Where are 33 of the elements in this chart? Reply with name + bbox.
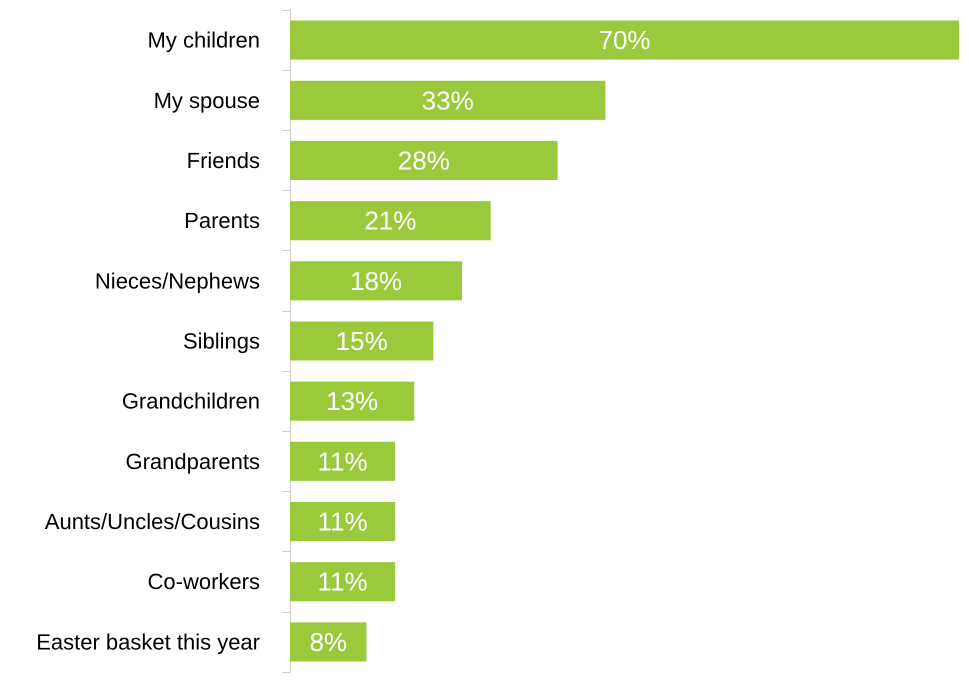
data-label: 28% — [398, 145, 450, 176]
data-label: 18% — [350, 266, 402, 296]
bar — [290, 201, 491, 240]
bar — [290, 261, 462, 300]
data-label: 8% — [309, 626, 348, 657]
y-tick-label: Friends — [186, 148, 260, 173]
data-label: 11% — [318, 506, 368, 537]
y-tick-label: My children — [148, 28, 260, 53]
y-tick-label: Grandchildren — [122, 388, 260, 414]
bar — [290, 442, 396, 481]
data-label: 11% — [318, 566, 368, 597]
bar — [290, 382, 414, 421]
y-tick-label: Siblings — [182, 328, 260, 354]
bar — [290, 140, 558, 180]
y-tick-label: Easter basket this year — [36, 629, 260, 654]
y-tick-label: Parents — [184, 208, 260, 234]
bar — [290, 502, 396, 542]
y-tick-label: My spouse — [154, 88, 260, 113]
data-label: 21% — [364, 206, 416, 236]
y-tick-label: Nieces/Nephews — [94, 268, 260, 294]
bar — [290, 80, 606, 120]
data-label: 15% — [336, 326, 388, 356]
bar — [290, 321, 434, 361]
bar — [290, 20, 959, 60]
y-tick-label: Co-workers — [148, 569, 260, 594]
bar — [290, 562, 396, 602]
data-label: 33% — [422, 85, 474, 116]
data-label: 70% — [598, 25, 651, 56]
y-tick-label: Aunts/Uncles/Cousins — [44, 509, 260, 534]
y-tick-label: Grandparents — [125, 448, 260, 474]
data-label: 13% — [326, 386, 378, 416]
bar — [290, 622, 366, 662]
data-label: 11% — [318, 446, 368, 476]
